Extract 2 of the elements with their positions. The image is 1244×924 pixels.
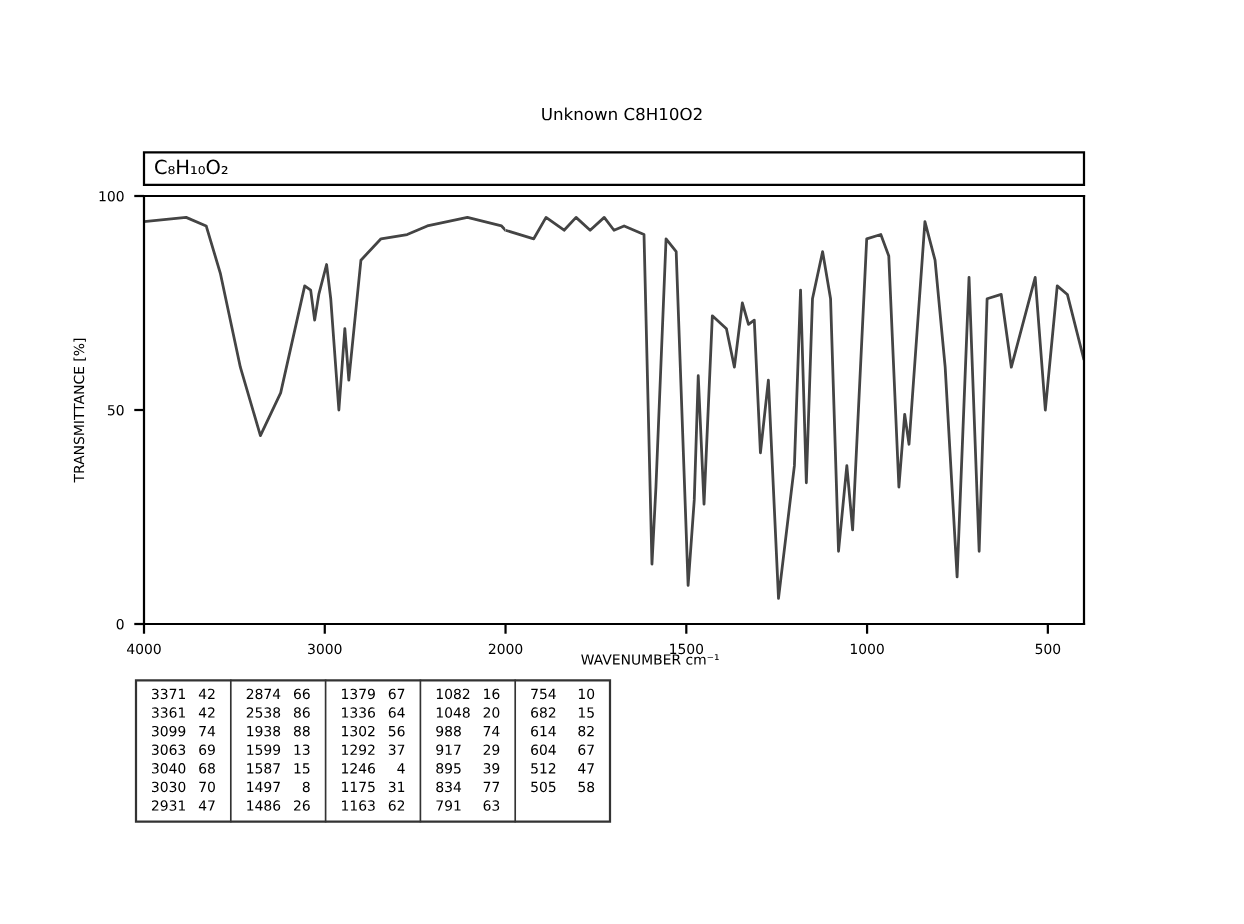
text: C₈H₁₀O₂ [155,159,228,175]
chart-title: Unknown C8H10O2 [542,107,702,121]
